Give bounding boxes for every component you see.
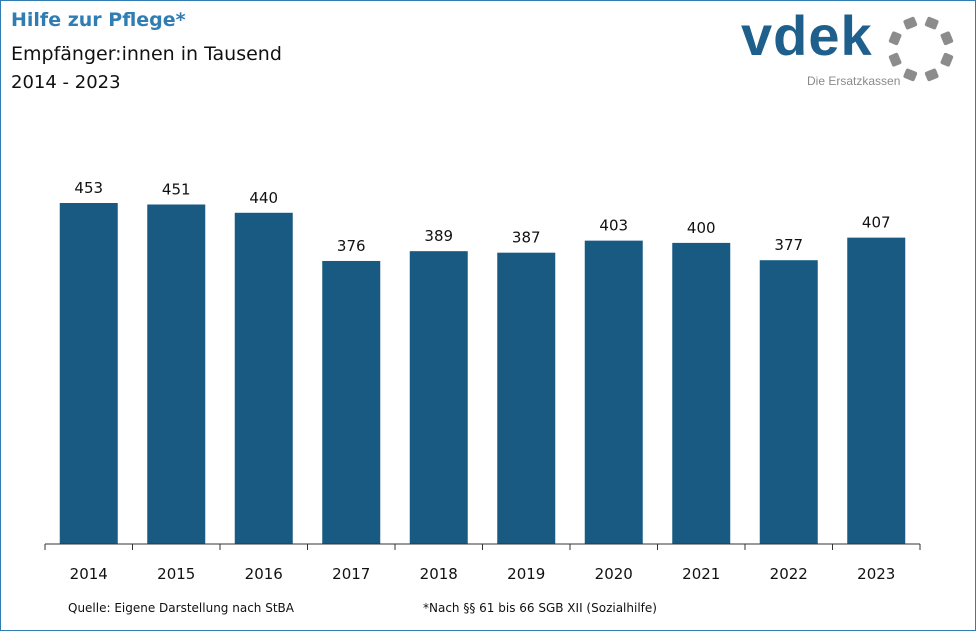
- x-tick-label: 2020: [595, 565, 633, 583]
- x-tick-label: 2017: [332, 565, 370, 583]
- bar: [847, 237, 906, 544]
- source-note: Quelle: Eigene Darstellung nach StBA: [68, 601, 294, 615]
- logo-tagline: Die Ersatzkassen: [807, 74, 901, 88]
- data-label: 389: [424, 227, 453, 245]
- x-tick-label: 2021: [682, 565, 720, 583]
- segmented-ring-icon: [888, 16, 954, 82]
- x-tick-label: 2016: [245, 565, 283, 583]
- bar: [759, 260, 818, 544]
- bar: [322, 260, 381, 544]
- bar: [234, 212, 293, 544]
- chart-subtitle: Empfänger:innen in Tausend: [11, 43, 282, 65]
- x-tick-label: 2018: [420, 565, 458, 583]
- chart-title: Hilfe zur Pflege*: [11, 9, 186, 31]
- bar: [409, 251, 468, 544]
- bar: [59, 203, 118, 544]
- x-tick-label: 2022: [770, 565, 808, 583]
- logo-ring-segment: [940, 31, 954, 46]
- x-tick-label: 2015: [157, 565, 195, 583]
- logo-ring-segment: [903, 68, 918, 82]
- vdek-logo: vdek Die Ersatzkassen: [739, 4, 964, 91]
- data-label: 407: [862, 214, 891, 232]
- x-tick-label: 2019: [507, 565, 545, 583]
- data-label: 376: [337, 237, 366, 255]
- data-label: 440: [249, 189, 278, 207]
- logo-ring-segment: [940, 52, 954, 67]
- x-tick-label: 2023: [857, 565, 895, 583]
- data-label: 400: [687, 219, 716, 237]
- logo-ring-segment: [924, 68, 939, 82]
- bar: [147, 204, 206, 544]
- data-label: 377: [774, 236, 803, 254]
- logo-ring-segment: [888, 52, 902, 67]
- bar: [497, 252, 556, 544]
- bar: [584, 240, 643, 544]
- logo-ring-segment: [924, 16, 939, 30]
- data-label: 453: [74, 179, 103, 197]
- logo-wordmark: vdek: [741, 4, 873, 67]
- data-label: 403: [599, 217, 628, 235]
- logo-ring-segment: [888, 31, 902, 46]
- data-label: 387: [512, 229, 541, 247]
- logo-ring-segment: [903, 16, 918, 30]
- footnote-legal: *Nach §§ 61 bis 66 SGB XII (Sozialhilfe): [423, 601, 657, 615]
- bar: [672, 242, 731, 544]
- x-tick-label: 2014: [70, 565, 108, 583]
- data-label: 451: [162, 181, 191, 199]
- chart-period: 2014 - 2023: [11, 72, 121, 93]
